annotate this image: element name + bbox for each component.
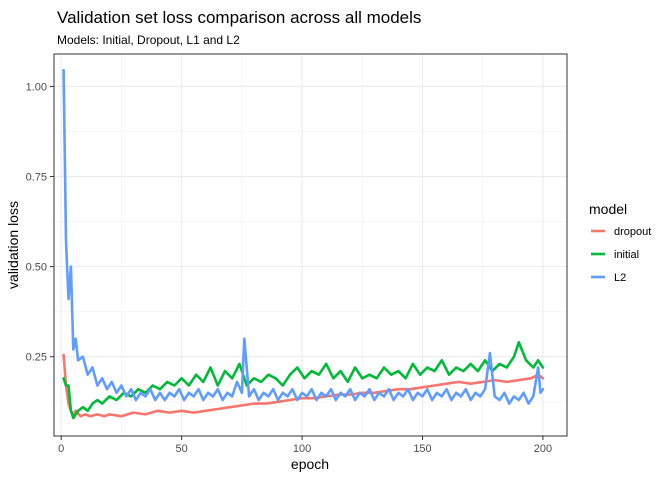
y-tick-label: 1.00: [26, 81, 47, 93]
x-tick-label: 50: [176, 443, 188, 455]
series-lines: [62, 68, 545, 420]
legend: model dropout initial L2: [589, 201, 651, 286]
y-tick-label: 0.75: [26, 172, 47, 184]
grid-minor: [54, 54, 567, 436]
series-line-dropout: [62, 353, 545, 418]
y-axis-title: validation loss: [5, 201, 21, 289]
y-tick-label: 0.50: [26, 262, 47, 274]
x-axis-title: epoch: [291, 456, 329, 472]
series-line-initial: [62, 341, 545, 420]
x-tick-label: 100: [293, 443, 311, 455]
chart-subtitle: Models: Initial, Dropout, L1 and L2: [57, 33, 240, 47]
y-axis: 0.25 0.50 0.75 1.00: [26, 81, 54, 364]
legend-label: initial: [614, 249, 639, 261]
plot-panel: [53, 53, 568, 437]
legend-label: L2: [614, 272, 626, 284]
chart-title: Validation set loss comparison across al…: [57, 8, 421, 27]
y-tick-label: 0.25: [26, 352, 47, 364]
plot-panel-background: [54, 54, 567, 436]
legend-label: dropout: [614, 226, 651, 238]
x-tick-label: 0: [58, 443, 64, 455]
legend-title: model: [589, 201, 627, 217]
x-tick-label: 150: [413, 443, 431, 455]
x-tick-label: 200: [534, 443, 552, 455]
plot-panel-border: [53, 53, 568, 437]
series-line-l2: [62, 68, 545, 405]
x-axis: 0 50 100 150 200: [58, 436, 552, 455]
